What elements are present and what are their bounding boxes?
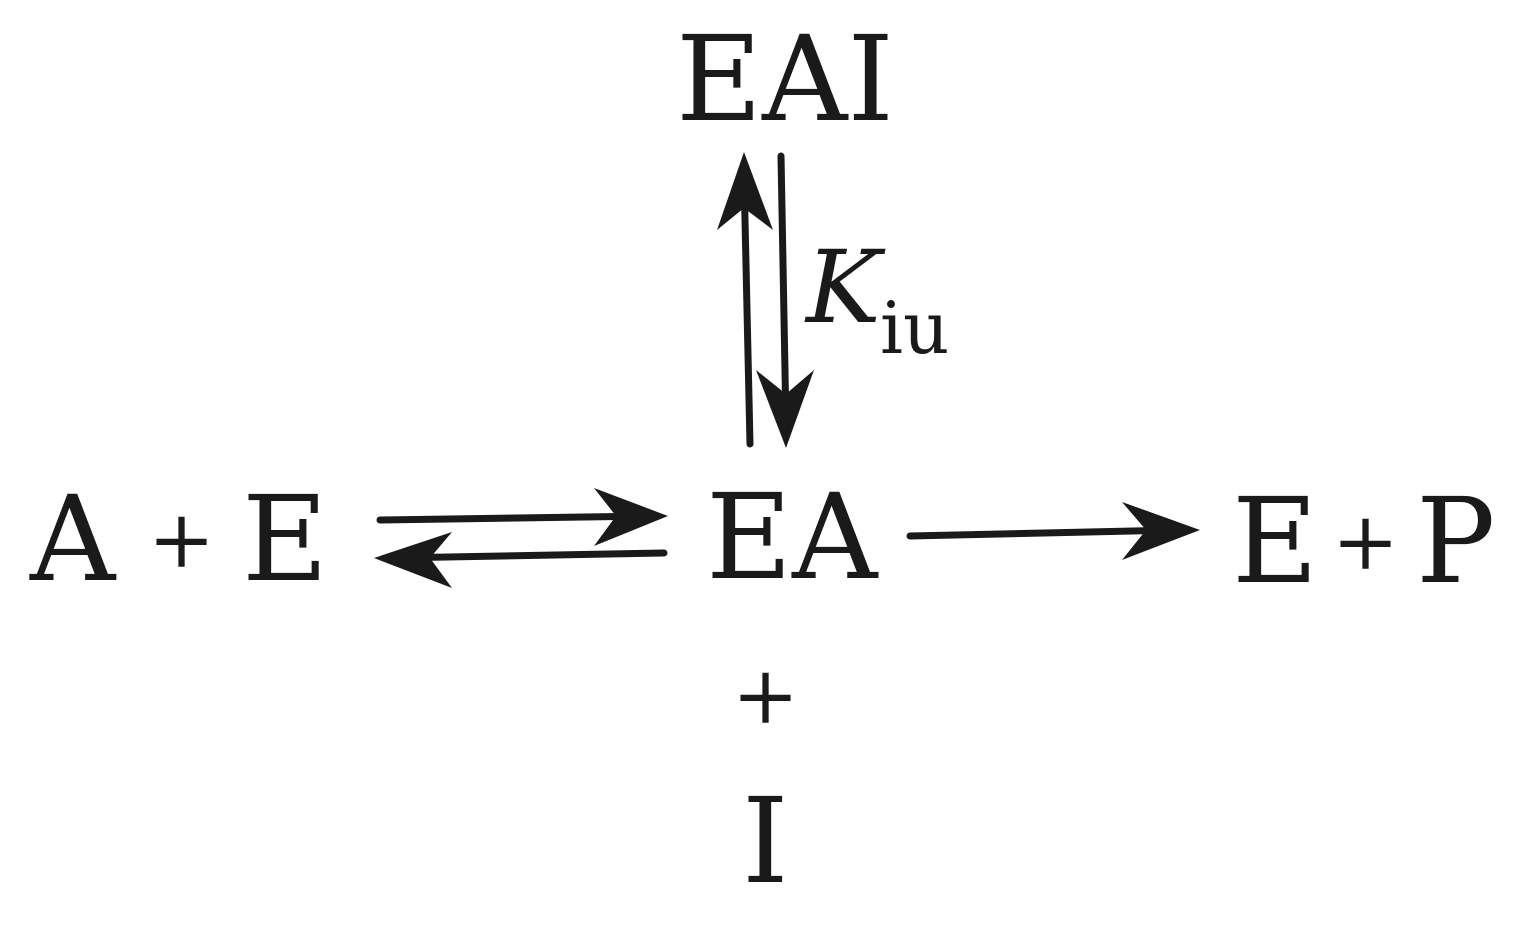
constant-k-subscript: iu <box>880 286 950 370</box>
arrow-catalysis <box>906 526 1184 540</box>
plus-sign-below: + <box>732 649 800 742</box>
arrowhead-catalysis <box>1122 502 1200 560</box>
arrow-inhibitor-binding <box>740 171 754 448</box>
plus-sign-right: + <box>1332 495 1400 588</box>
arrow-inhibitor-release <box>777 152 790 429</box>
plus-sign-left: + <box>148 493 216 586</box>
species-e: E <box>242 470 329 608</box>
species-e-product: E <box>1232 472 1319 610</box>
arrow-reverse-binding <box>388 549 668 562</box>
arrowhead-inhibitor-binding <box>717 152 773 230</box>
arrowhead-inhibitor-release <box>756 370 814 448</box>
arrowhead-reverse-binding <box>374 532 452 588</box>
species-eai: EAI <box>676 10 894 148</box>
species-a: A <box>30 470 116 608</box>
species-i: I <box>742 772 789 910</box>
species-ea: EA <box>706 468 878 606</box>
species-p: P <box>1416 472 1496 610</box>
arrow-forward-binding <box>376 512 654 524</box>
arrowhead-forward-binding <box>594 488 668 546</box>
constant-k-symbol: K <box>806 229 881 346</box>
